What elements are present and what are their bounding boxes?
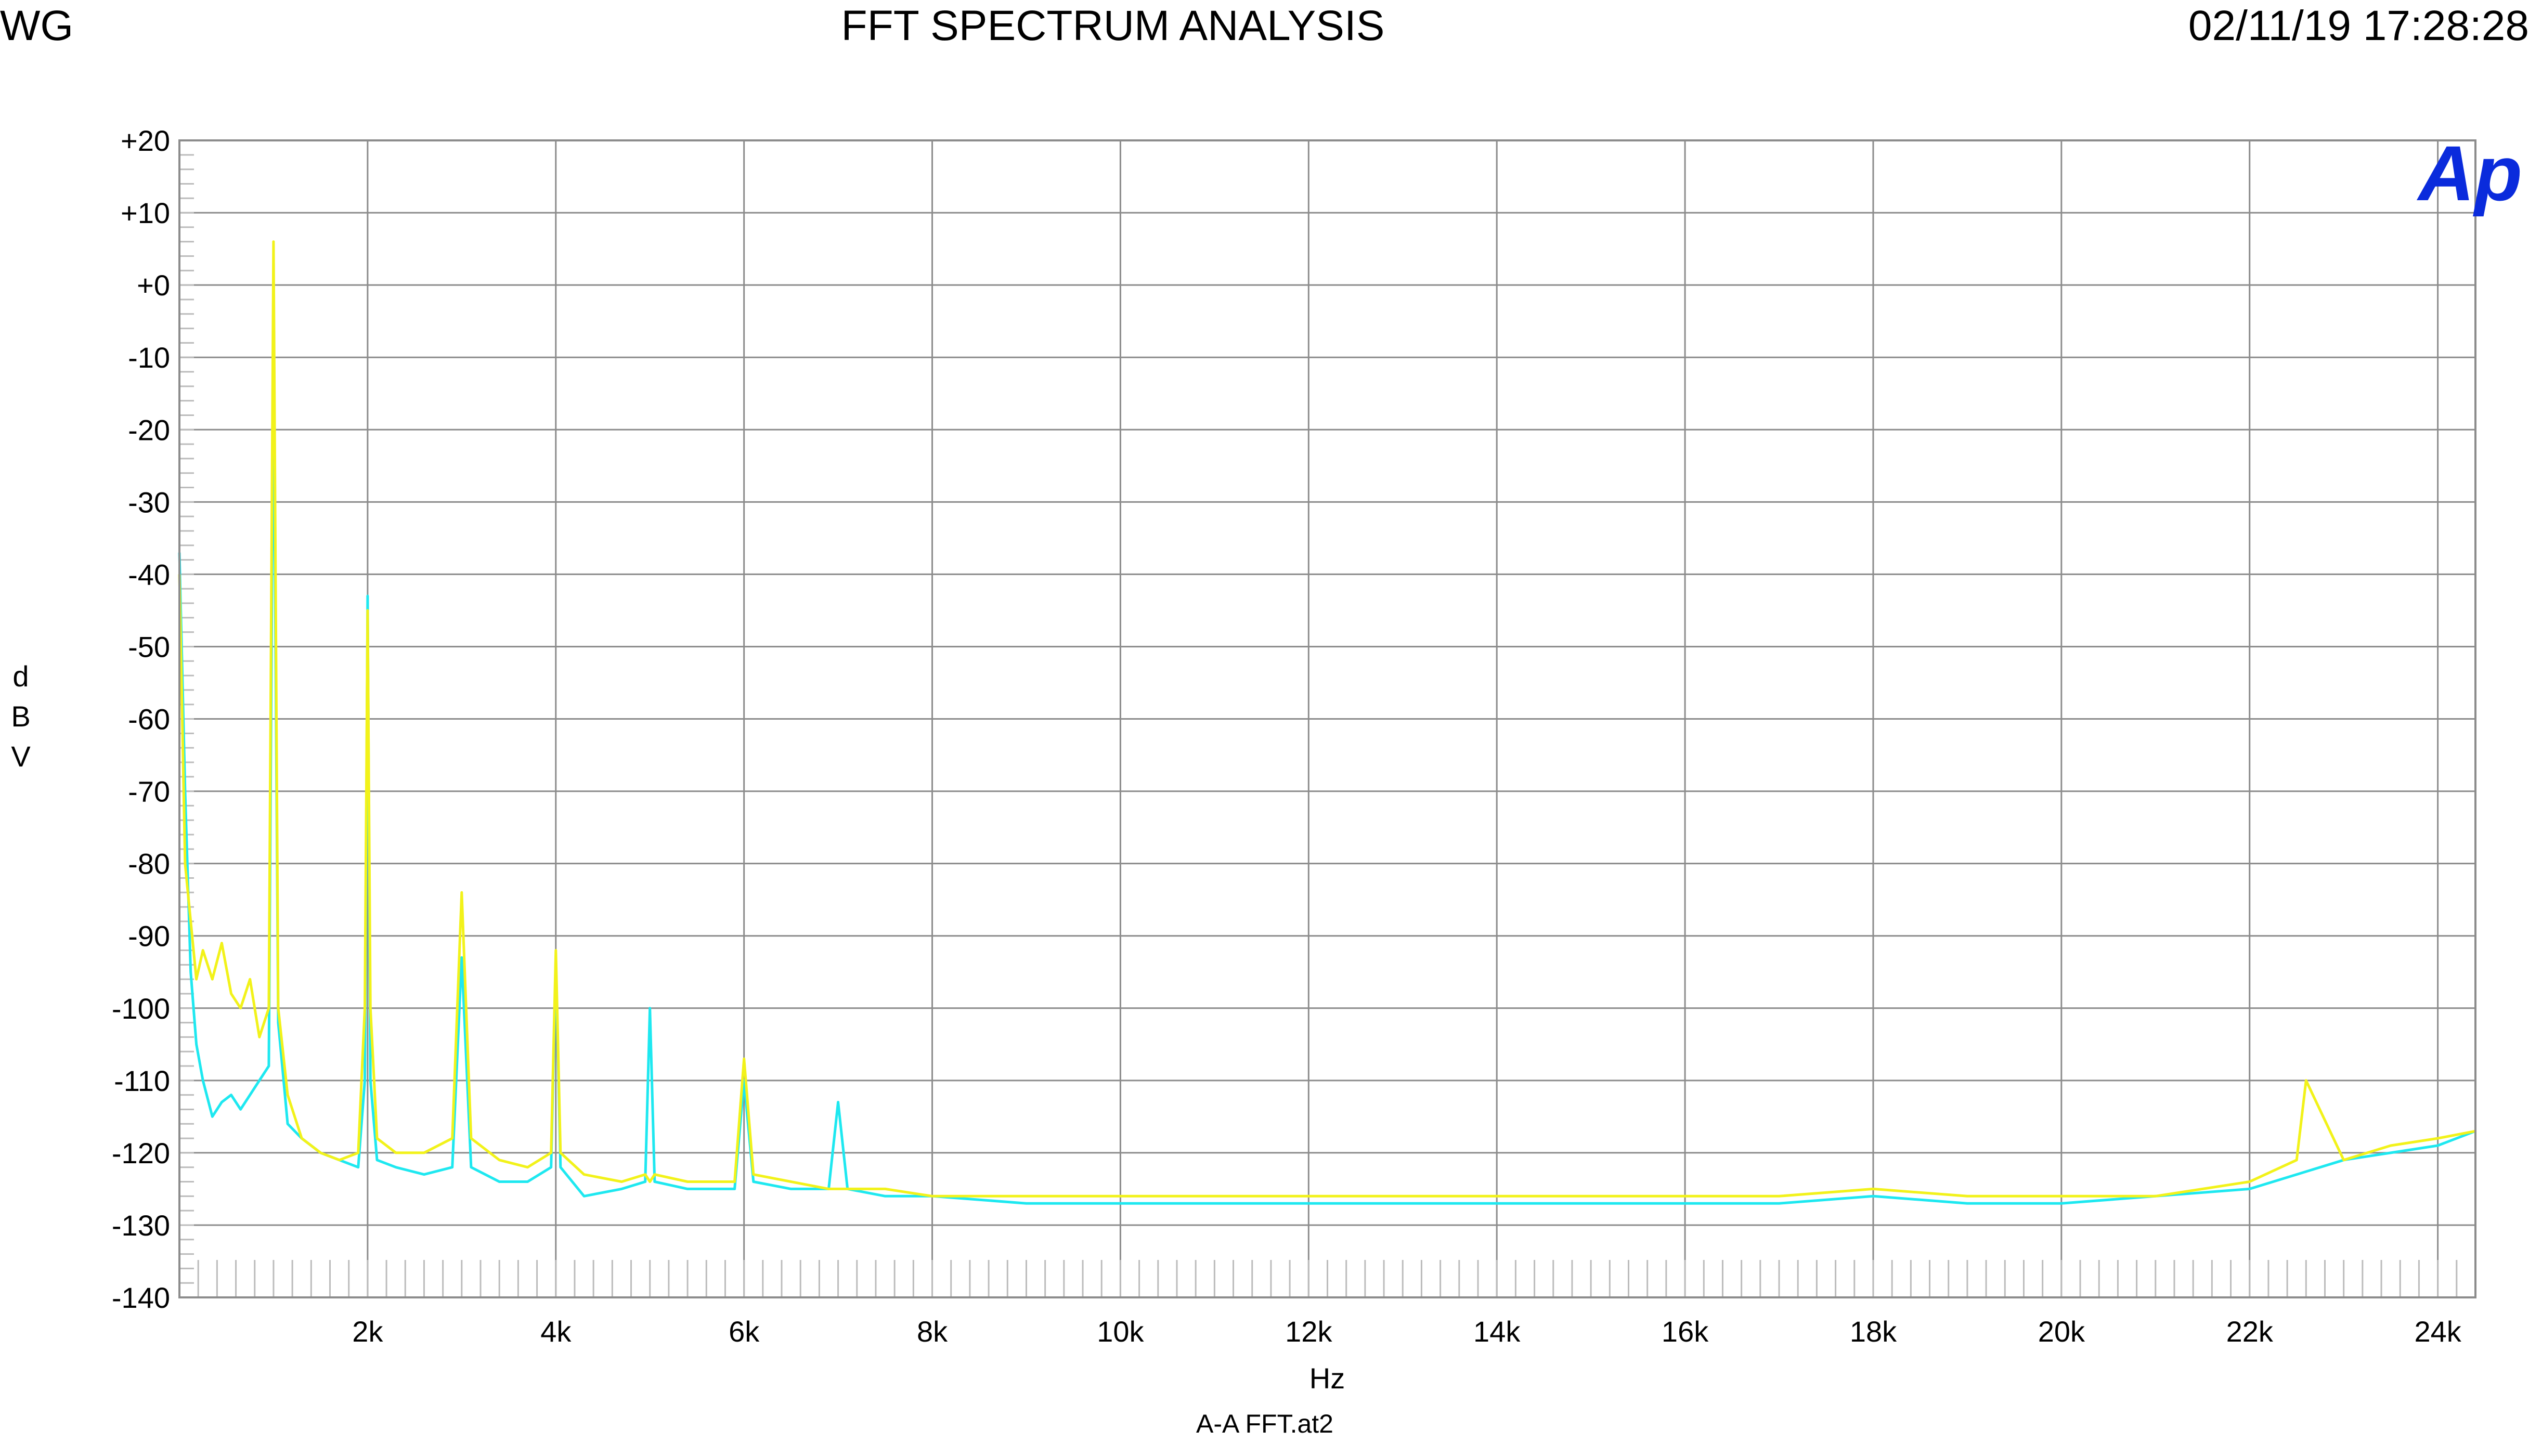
y-tick-label: -110: [114, 1064, 170, 1097]
series-line-2: [178, 240, 2476, 1198]
x-tick-label: 6k: [729, 1315, 760, 1348]
x-tick-label: 12k: [1285, 1315, 1332, 1348]
tick-labels: +20 +10 +0 -10 -20 -30 -40 -50 -60 -70 -80 -90 -100 -…: [112, 124, 2462, 1348]
x-tick-label: 24k: [2414, 1315, 2461, 1348]
x-tick-label: 18k: [1850, 1315, 1897, 1348]
y-tick-label: -50: [128, 630, 170, 663]
series-layer: [178, 240, 2476, 1205]
grid: [179, 139, 2475, 1298]
timestamp: 02/11/19 17:28:28: [2188, 2, 2529, 49]
y-tick-label: -100: [112, 992, 170, 1025]
page-title: FFT SPECTRUM ANALYSIS: [841, 2, 1385, 49]
header-left-label: WG: [0, 2, 74, 49]
y-tick-label: +0: [137, 269, 170, 302]
series-line-1: [178, 356, 2476, 1205]
y-tick-label: -10: [128, 341, 170, 374]
x-axis-label: Hz: [1309, 1362, 1345, 1395]
y-tick-label: -130: [112, 1209, 170, 1242]
y-tick-label: -120: [112, 1137, 170, 1169]
x-tick-label: 8k: [917, 1315, 948, 1348]
x-tick-label: 10k: [1097, 1315, 1144, 1348]
plot-frame: [178, 139, 2476, 1298]
y-tick-label: -20: [128, 413, 170, 446]
x-tick-label: 22k: [2226, 1315, 2274, 1348]
x-tick-label: 4k: [540, 1315, 572, 1348]
x-tick-label: 20k: [2038, 1315, 2085, 1348]
y-tick-label: -90: [128, 920, 170, 953]
x-tick-label: 14k: [1473, 1315, 1521, 1348]
y-tick-label: -70: [128, 775, 170, 808]
y-axis-label: V: [11, 740, 31, 773]
y-tick-label: -60: [128, 703, 170, 736]
file-name: A-A FFT.at2: [1196, 1409, 1333, 1438]
y-tick-label: -80: [128, 848, 170, 880]
y-tick-label: -140: [112, 1281, 170, 1314]
y-tick-label: +10: [121, 197, 170, 229]
y-tick-label: -30: [128, 486, 170, 518]
ap-logo: Ap: [2416, 129, 2522, 217]
y-tick-label: -40: [128, 558, 170, 591]
plot-border: [178, 139, 2476, 1298]
x-tick-label: 16k: [1662, 1315, 1709, 1348]
y-axis-label: B: [11, 700, 30, 733]
y-tick-label: +20: [121, 124, 170, 157]
x-tick-label: 2k: [352, 1315, 383, 1348]
y-axis-label: d: [12, 660, 29, 693]
